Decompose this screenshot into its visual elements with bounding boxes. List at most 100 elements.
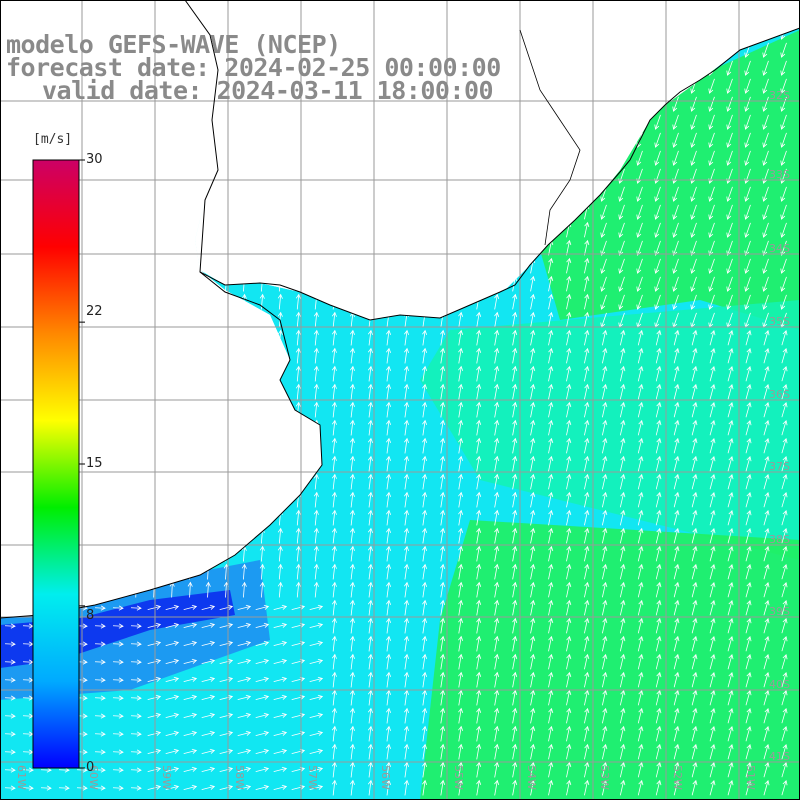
wind-arrow xyxy=(709,329,716,346)
wind-arrow xyxy=(619,653,626,670)
wind-arrow xyxy=(673,437,680,454)
wind-arrow xyxy=(566,419,572,436)
wind-arrow xyxy=(313,563,319,580)
wind-arrow xyxy=(655,473,662,490)
wind-arrow xyxy=(494,311,500,328)
wind-arrow xyxy=(727,401,734,418)
wind-arrow xyxy=(94,749,106,755)
wind-arrow xyxy=(745,761,752,778)
wind-arrow xyxy=(147,676,162,682)
wind-arrow xyxy=(440,581,446,598)
wind-arrow xyxy=(130,695,142,701)
wind-arrow xyxy=(295,347,301,364)
wind-arrow xyxy=(548,257,554,274)
wind-arrow xyxy=(349,671,355,688)
wind-arrow xyxy=(600,294,607,310)
wind-arrow xyxy=(494,491,500,508)
wind-arrow xyxy=(655,365,662,382)
wind-arrow xyxy=(637,581,644,598)
wind-arrow xyxy=(309,676,324,682)
wind-arrow xyxy=(403,401,410,418)
wind-arrow xyxy=(691,437,698,454)
wind-arrow xyxy=(165,640,180,646)
wind-arrow xyxy=(726,96,733,112)
wind-arrow xyxy=(708,78,715,94)
wind-arrow xyxy=(655,347,662,364)
wind-arrow xyxy=(349,725,355,742)
wind-arrow xyxy=(654,186,661,202)
wind-arrow xyxy=(601,347,608,364)
wind-arrow xyxy=(763,437,770,454)
wind-arrow xyxy=(201,694,216,700)
wind-arrow xyxy=(112,677,124,683)
wind-arrow xyxy=(763,419,770,436)
lat-label: 35S xyxy=(769,315,790,328)
model-title: modelo GEFS-WAVE (NCEP) xyxy=(6,30,341,59)
wind-arrow xyxy=(619,635,626,652)
wind-arrow xyxy=(654,132,661,148)
wind-arrow xyxy=(277,545,283,562)
wind-arrow xyxy=(566,455,572,472)
wind-arrow xyxy=(494,365,500,382)
wind-arrow xyxy=(349,491,355,508)
wind-arrow xyxy=(512,635,518,652)
valid-date: valid date: 2024-03-11 18:00:00 xyxy=(42,76,494,105)
wind-arrow xyxy=(708,186,715,202)
wind-arrow xyxy=(422,527,428,544)
wind-arrow xyxy=(331,383,337,400)
wind-arrow xyxy=(780,204,787,220)
wind-arrow xyxy=(548,329,554,346)
wind-arrow xyxy=(331,491,337,508)
wind-arrow xyxy=(367,455,373,472)
wind-arrow xyxy=(367,473,373,490)
wind-arrow xyxy=(690,258,697,274)
wind-arrow xyxy=(494,653,500,670)
wind-arrow xyxy=(548,293,554,310)
wind-arrow xyxy=(385,509,392,526)
wind-arrow xyxy=(584,689,590,706)
wind-arrow xyxy=(476,617,482,634)
wind-arrow xyxy=(566,257,572,274)
wind-arrow xyxy=(727,347,734,364)
wind-arrow xyxy=(637,329,644,346)
wind-arrow xyxy=(566,275,572,292)
wind-arrow xyxy=(584,671,590,688)
wind-arrow xyxy=(331,707,337,724)
wind-arrow xyxy=(494,545,500,562)
wind-arrow xyxy=(440,545,446,562)
wind-arrow xyxy=(273,730,288,736)
wind-arrow xyxy=(422,401,428,418)
wind-arrow xyxy=(458,635,464,652)
wind-arrow xyxy=(673,455,680,472)
wind-arrow xyxy=(367,401,373,418)
wind-arrow xyxy=(367,437,373,454)
lon-label: 51W xyxy=(744,765,757,790)
wind-arrow xyxy=(237,712,252,718)
wind-arrow xyxy=(619,761,626,778)
wind-arrow xyxy=(619,707,626,724)
wind-arrow xyxy=(494,635,500,652)
wind-arrow xyxy=(112,731,124,737)
wind-arrow xyxy=(440,455,446,472)
wind-arrow xyxy=(440,365,446,382)
wind-arrow xyxy=(781,528,788,544)
wind-arrow xyxy=(530,293,536,310)
wind-arrow xyxy=(494,743,500,760)
wind-arrow xyxy=(744,204,751,220)
wind-arrow xyxy=(130,731,142,737)
wind-arrow xyxy=(295,509,301,526)
wind-arrow xyxy=(618,294,625,310)
wind-arrow xyxy=(762,96,769,112)
wind-arrow xyxy=(422,473,428,490)
wind-arrow xyxy=(618,222,625,238)
wind-arrow xyxy=(458,617,464,634)
wind-arrow xyxy=(673,761,680,778)
wind-arrow xyxy=(709,365,716,382)
wind-arrow xyxy=(584,401,590,418)
wind-arrow xyxy=(494,347,500,364)
wind-arrow xyxy=(566,635,572,652)
wind-arrow xyxy=(440,743,446,760)
wind-arrow xyxy=(726,204,733,220)
wind-arrow xyxy=(673,563,680,580)
